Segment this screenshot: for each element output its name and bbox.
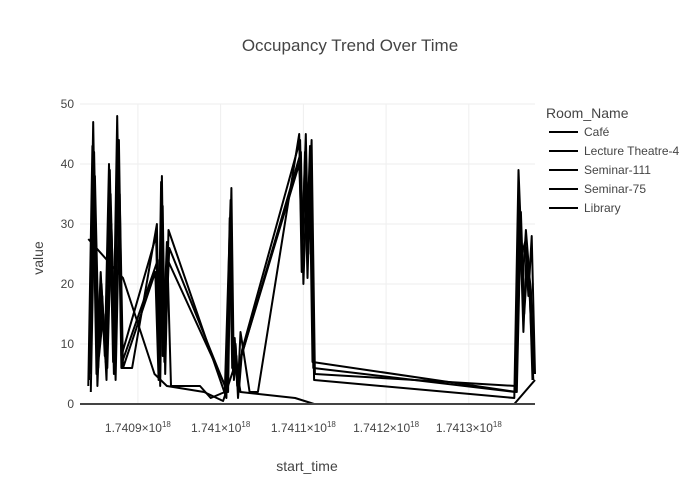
y-tick-label: 0: [67, 397, 74, 411]
legend-items: Café Lecture Theatre-4 Seminar-111 Seminar-…: [549, 125, 679, 215]
x-tick-label: 1.7413×1018: [436, 420, 503, 435]
plot-area: [87, 115, 536, 405]
x-tick-label: 1.7409×1018: [105, 420, 172, 435]
chart-title: Occupancy Trend Over Time: [242, 36, 458, 55]
y-tick-label: 30: [61, 217, 75, 231]
legend-title: Room_Name: [546, 105, 629, 121]
x-axis-title: start_time: [276, 458, 338, 474]
legend-label: Lecture Theatre-4: [584, 144, 679, 158]
y-tick-label: 50: [61, 97, 75, 111]
axes: 0 10 20 30 40 50 1.7409×1018 1.741×1018 1.7411×1…: [61, 97, 535, 435]
x-tick-label: 1.7412×1018: [353, 420, 420, 435]
legend-label: Seminar-75: [584, 182, 646, 196]
legend-item-seminar-111[interactable]: Seminar-111: [549, 163, 651, 177]
legend-label: Seminar-111: [584, 163, 651, 177]
y-tick-label: 20: [61, 277, 75, 291]
legend[interactable]: Room_Name Café Lecture Theatre-4 Seminar-1…: [546, 105, 679, 215]
y-tick-label: 10: [61, 337, 75, 351]
y-axis-title: value: [30, 241, 46, 275]
x-tick-label: 1.741×1018: [191, 420, 251, 435]
legend-label: Café: [584, 125, 610, 139]
y-tick-label: 40: [61, 157, 75, 171]
legend-item-caf-[interactable]: Café: [549, 125, 610, 139]
legend-item-seminar-75[interactable]: Seminar-75: [549, 182, 646, 196]
legend-item-lecture-theatre-4[interactable]: Lecture Theatre-4: [549, 144, 679, 158]
legend-item-library[interactable]: Library: [549, 201, 621, 215]
x-tick-label: 1.7411×1018: [271, 420, 337, 435]
legend-label: Library: [584, 201, 621, 215]
series-line-seminar-75: [89, 163, 536, 399]
